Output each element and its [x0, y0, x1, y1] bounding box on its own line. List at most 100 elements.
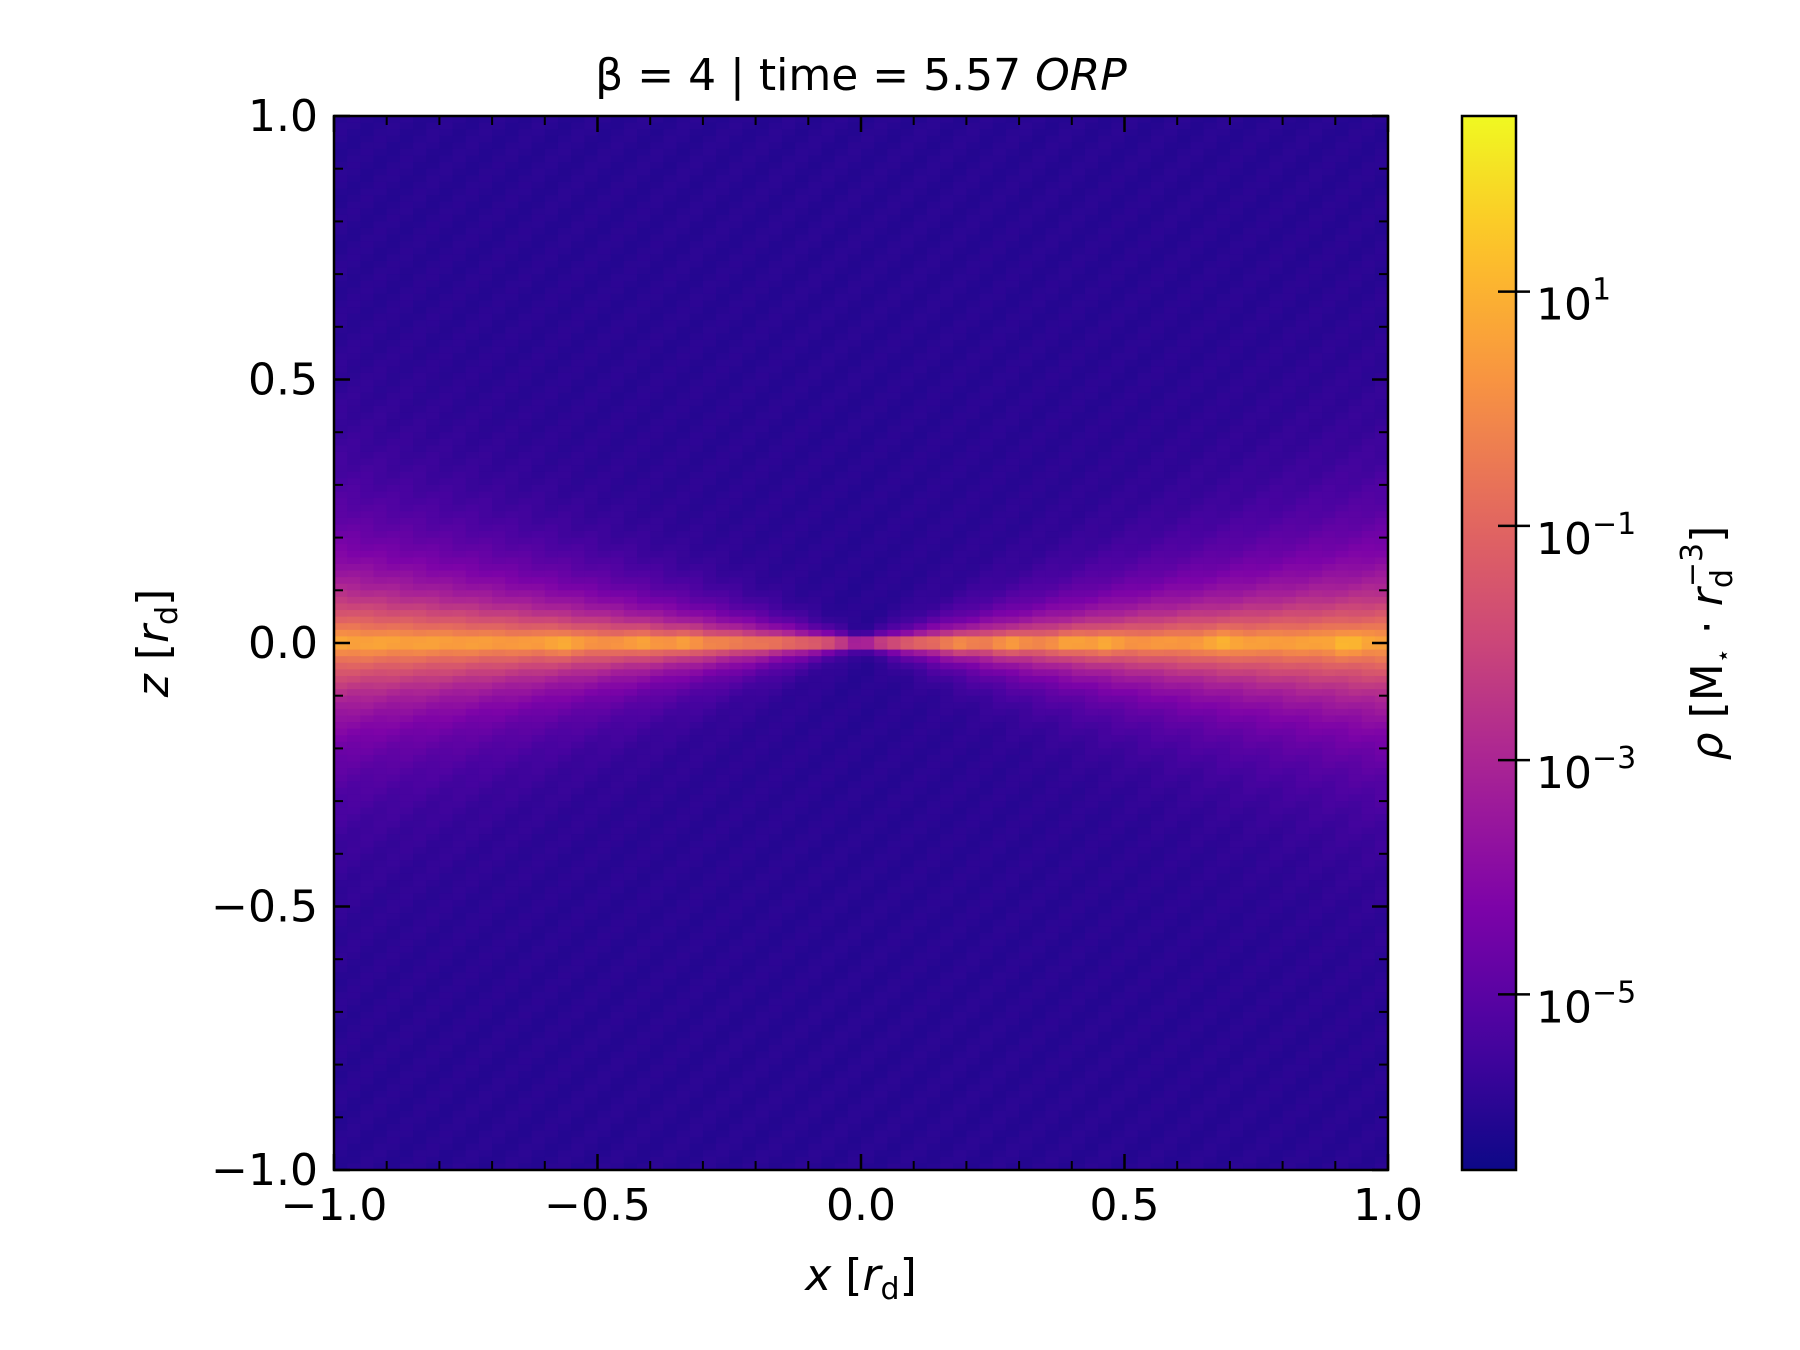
heatmap-cell — [637, 300, 651, 308]
heatmap-cell — [979, 247, 994, 255]
heatmap-cell — [1229, 247, 1244, 255]
heatmap-cell — [689, 379, 704, 387]
heatmap-cell — [1308, 511, 1323, 519]
heatmap-cell — [1361, 498, 1376, 506]
heatmap-cell — [1177, 386, 1191, 394]
heatmap-cell — [584, 339, 599, 348]
heatmap-cell — [847, 451, 862, 460]
heatmap-cell — [1150, 478, 1165, 486]
heatmap-cell — [808, 412, 823, 420]
heatmap-cell — [1084, 517, 1099, 526]
heatmap-cell — [1322, 188, 1336, 196]
heatmap-cell — [531, 405, 546, 414]
heatmap-cell — [1282, 129, 1297, 137]
heatmap-cell — [874, 339, 888, 348]
heatmap-cell — [1243, 438, 1257, 446]
heatmap-cell — [544, 359, 559, 367]
heatmap-cell — [399, 445, 414, 453]
heatmap-cell — [1335, 451, 1350, 460]
heatmap-cell — [1150, 438, 1165, 446]
heatmap-cell — [492, 419, 506, 427]
heatmap-cell — [1229, 511, 1244, 519]
heatmap-cell — [676, 451, 691, 460]
heatmap-cell — [650, 227, 664, 236]
heatmap-cell — [663, 116, 678, 124]
heatmap-cell — [1282, 267, 1297, 275]
heatmap-cell — [1150, 392, 1165, 400]
heatmap-cell — [1032, 451, 1047, 460]
heatmap-cell — [1243, 372, 1257, 381]
heatmap-cell — [1295, 293, 1310, 302]
heatmap-cell — [557, 122, 572, 130]
heatmap-cell — [1335, 359, 1350, 367]
heatmap-cell — [834, 478, 849, 486]
heatmap-cell — [557, 359, 572, 367]
heatmap-cell — [386, 517, 401, 526]
heatmap-cell — [518, 168, 533, 176]
heatmap-cell — [439, 326, 454, 334]
heatmap-cell — [1098, 274, 1112, 282]
heatmap-cell — [334, 201, 348, 209]
heatmap-cell — [913, 195, 928, 203]
heatmap-cell — [373, 498, 388, 506]
heatmap-cell — [347, 392, 361, 400]
heatmap-cell — [926, 287, 941, 295]
heatmap-cell — [1045, 254, 1060, 262]
heatmap-cell — [861, 399, 875, 407]
heatmap-cell — [887, 412, 902, 420]
heatmap-cell — [1256, 129, 1271, 137]
heatmap-cell — [1322, 287, 1336, 295]
heatmap-cell — [953, 419, 968, 427]
heatmap-cell — [505, 234, 520, 242]
heatmap-cell — [544, 445, 559, 453]
heatmap-cell — [887, 339, 902, 348]
heatmap-cell — [650, 221, 664, 229]
heatmap-cell — [413, 162, 427, 170]
heatmap-cell — [1164, 221, 1178, 229]
heatmap-cell — [505, 247, 520, 255]
heatmap-cell — [795, 353, 809, 361]
heatmap-cell — [808, 175, 823, 183]
heatmap-cell — [729, 412, 744, 420]
heatmap-cell — [557, 287, 572, 295]
heatmap-cell — [1203, 227, 1218, 236]
heatmap-cell — [1269, 399, 1284, 407]
heatmap-cell — [557, 260, 572, 269]
heatmap-cell — [979, 458, 994, 466]
heatmap-cell — [347, 432, 361, 440]
heatmap-cell — [492, 307, 506, 315]
heatmap-cell — [887, 326, 902, 334]
heatmap-cell — [584, 287, 599, 295]
heatmap-cell — [926, 227, 941, 236]
heatmap-cell — [1071, 346, 1086, 354]
heatmap-cell — [716, 386, 730, 394]
heatmap-cell — [913, 116, 928, 124]
heatmap-cell — [518, 524, 533, 532]
heatmap-cell — [847, 188, 862, 196]
heatmap-cell — [1058, 432, 1073, 440]
heatmap-cell — [334, 478, 348, 486]
heatmap-cell — [623, 293, 638, 302]
heatmap-cell — [1111, 195, 1126, 203]
heatmap-cell — [1229, 326, 1244, 334]
heatmap-cell — [1295, 129, 1310, 137]
heatmap-cell — [571, 135, 585, 143]
heatmap-cell — [676, 366, 691, 374]
heatmap-cell — [544, 320, 559, 328]
heatmap-cell — [940, 478, 954, 486]
heatmap-cell — [781, 234, 796, 242]
heatmap-cell — [966, 346, 981, 354]
heatmap-cell — [663, 188, 678, 196]
heatmap-cell — [531, 116, 546, 124]
heatmap-cell — [768, 293, 783, 302]
heatmap-cell — [1058, 458, 1073, 466]
heatmap-cell — [1229, 445, 1244, 453]
heatmap-cell — [1071, 247, 1086, 255]
heatmap-cell — [1190, 313, 1205, 321]
heatmap-cell — [505, 386, 520, 394]
heatmap-cell — [1361, 386, 1376, 394]
heatmap-cell — [966, 195, 981, 203]
heatmap-cell — [360, 465, 375, 473]
heatmap-cell — [1243, 405, 1257, 414]
heatmap-cell — [1045, 412, 1060, 420]
